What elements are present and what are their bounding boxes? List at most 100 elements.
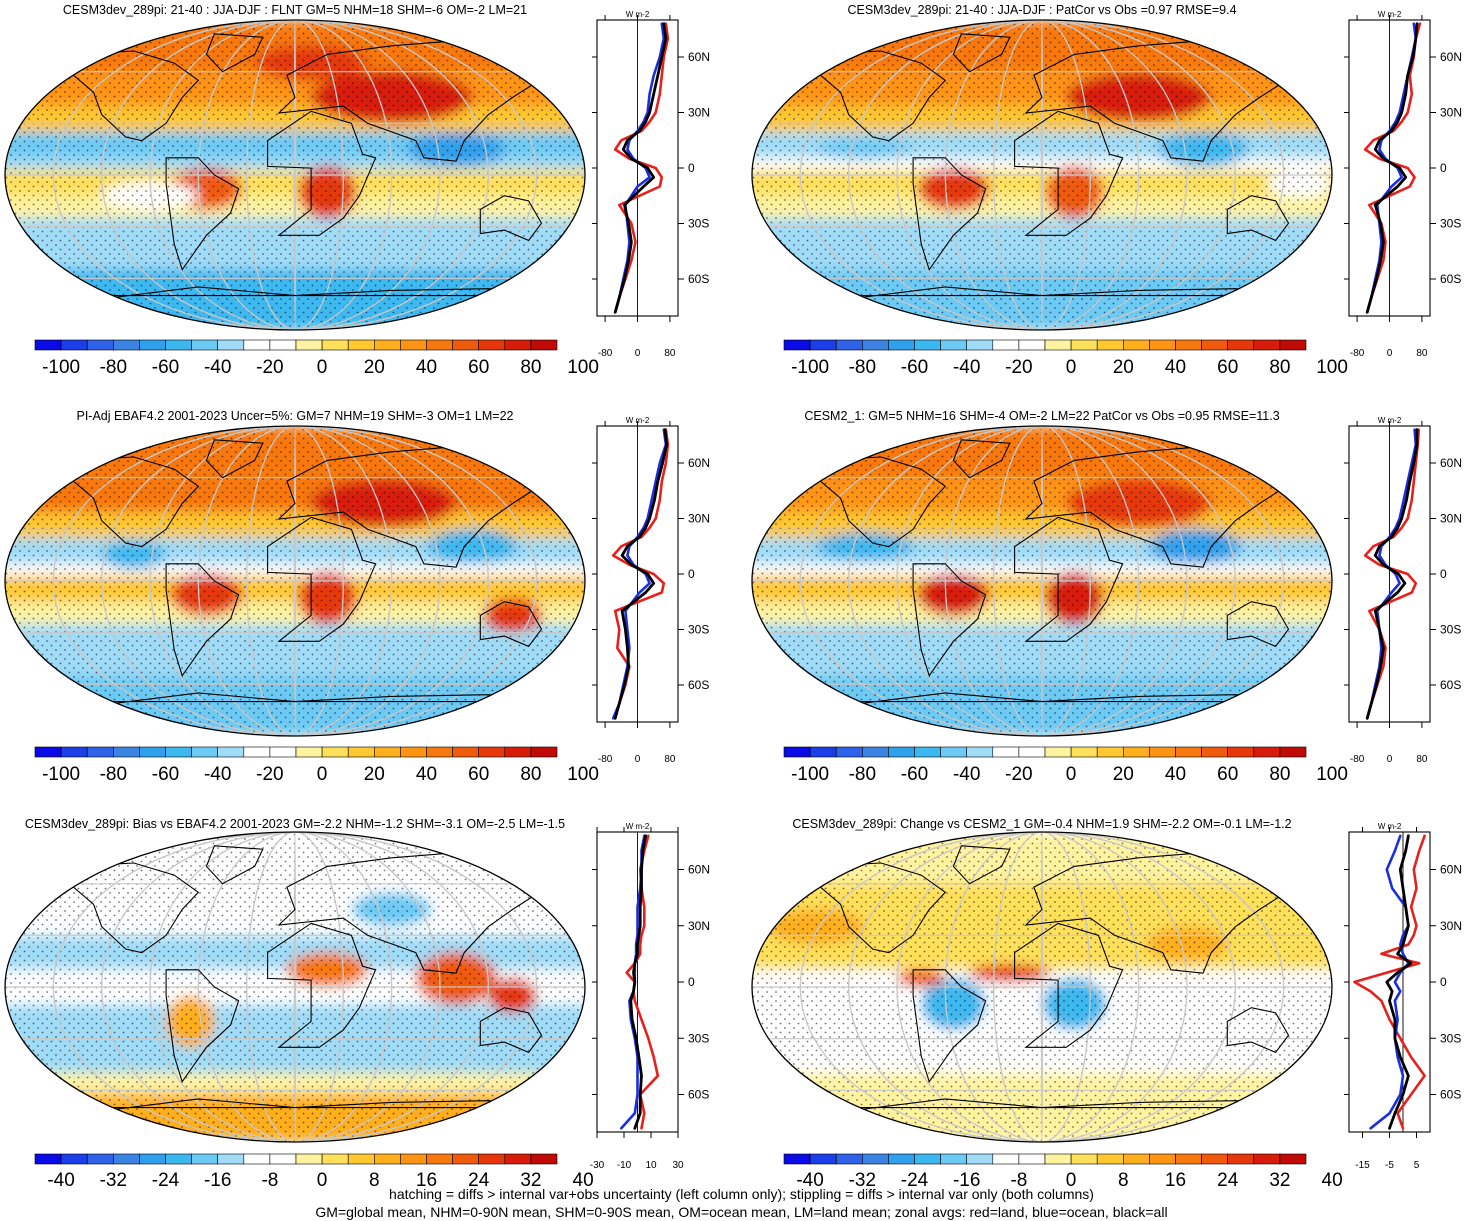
- panel-title: PI-Adj EBAF4.2 2001-2023 Uncer=5%: GM=7 …: [76, 409, 513, 423]
- lat-tick-label: 0: [1440, 567, 1447, 581]
- colorbar-label: 40: [1165, 357, 1186, 378]
- colorbar-label: 16: [1165, 1170, 1186, 1191]
- colorbar-segment: [1018, 746, 1046, 758]
- colorbar-segment: [34, 746, 62, 758]
- continent-outline: [267, 110, 377, 236]
- continent-outline: [776, 862, 947, 954]
- colorbar-label: -40: [204, 764, 231, 785]
- continent-outline: [277, 852, 571, 974]
- units-label: W m-2: [1378, 416, 1402, 425]
- colorbar-segment: [347, 1153, 375, 1165]
- graticule-lon: [149, 426, 441, 736]
- lat-tick-label: 30S: [1440, 1031, 1461, 1045]
- continent-outline: [165, 157, 240, 271]
- colorbar: -100 -80 -60 -40 -20 0 20 40 60 80 100: [34, 746, 599, 785]
- continent-outline: [776, 50, 947, 142]
- colorbar-label: 40: [416, 764, 437, 785]
- graticule-lon: [799, 426, 1285, 736]
- colorbar-label: -80: [849, 357, 876, 378]
- graticule: [5, 832, 585, 1142]
- continent-outline: [205, 845, 264, 885]
- colorbar: -40 -32 -24 -16 -8 0 8 16 24 32 40: [783, 1153, 1343, 1191]
- continent-outline: [952, 33, 1011, 73]
- colorbar-segment: [217, 1153, 245, 1165]
- colorbar-segment: [1149, 1153, 1176, 1165]
- colorbar-segment: [478, 339, 506, 351]
- units-label: W m-2: [626, 822, 650, 831]
- lat-tick-label: 0: [1440, 975, 1447, 989]
- map-field: [5, 20, 585, 330]
- units-label: W m-2: [1378, 822, 1402, 831]
- colorbar-segment: [1070, 746, 1098, 758]
- colorbar-label: -60: [152, 357, 179, 378]
- lat-tick-label: 30N: [688, 106, 710, 120]
- continent-outline: [1024, 40, 1318, 162]
- continent-outline: [776, 456, 947, 548]
- colorbar-segment: [139, 339, 166, 351]
- graticule-lon: [896, 20, 1188, 330]
- lat-tick-label: 0: [688, 161, 695, 175]
- continent-outline: [952, 845, 1011, 885]
- colorbar-segment: [504, 1153, 532, 1165]
- colorbar-segment: [165, 746, 192, 758]
- colorbar-label: -8: [1010, 1170, 1027, 1191]
- colorbar-segment: [1044, 339, 1072, 351]
- graticule-lon: [101, 426, 489, 736]
- x-tick-label: 0: [1387, 348, 1393, 359]
- colorbar-segment: [1227, 746, 1255, 758]
- zonal-mean-plot: W m-2 60N 30N 0 30S 60S -30 -10 10 30: [590, 822, 710, 1171]
- x-tick-label: 10: [645, 1160, 657, 1171]
- colorbar-segment: [1201, 339, 1228, 351]
- colorbar-label: -40: [47, 1170, 74, 1191]
- map-border: [751, 425, 1333, 737]
- colorbar-segment: [1096, 1153, 1124, 1165]
- graticule-lon: [293, 426, 297, 736]
- colorbar-segment: [1253, 746, 1281, 758]
- colorbar-segment: [861, 1153, 889, 1165]
- colorbar-segment: [139, 1153, 166, 1165]
- colorbar-label: -40: [953, 764, 980, 785]
- graticule-lon: [246, 832, 344, 1142]
- colorbar-segment: [347, 746, 375, 758]
- x-tick-label: 0: [635, 348, 641, 359]
- graticule-lon: [52, 832, 538, 1142]
- continent-outline: [1226, 601, 1290, 648]
- graticule-lon: [944, 20, 1140, 330]
- x-tick-label: 80: [1416, 348, 1428, 359]
- coastlines: [5, 439, 585, 706]
- x-tick-label: -80: [598, 348, 613, 359]
- map-border: [4, 19, 586, 331]
- panel-title: CESM3dev_289pi: Bias vs EBAF4.2 2001-202…: [25, 817, 565, 831]
- colorbar-segment: [1018, 339, 1046, 351]
- colorbar-segment: [191, 746, 219, 758]
- graticule-lon: [293, 832, 297, 1142]
- lat-tick-label: 30N: [688, 512, 710, 526]
- colorbar-label: -20: [256, 357, 283, 378]
- map-field: [752, 426, 1332, 736]
- map-field: [5, 426, 585, 736]
- lat-tick-label: 60N: [1440, 863, 1462, 877]
- colorbar-segment: [373, 339, 401, 351]
- colorbar-label: -8: [261, 1170, 278, 1191]
- continent-outline: [1014, 516, 1124, 642]
- colorbar-segment: [191, 339, 219, 351]
- graticule-lon: [799, 20, 1285, 330]
- continent-outline: [277, 40, 571, 162]
- colorbar-segment: [1175, 339, 1202, 351]
- colorbar-label: 100: [567, 357, 599, 378]
- colorbar-label: -60: [152, 764, 179, 785]
- continent-outline: [29, 456, 200, 548]
- colorbar-segment: [530, 746, 558, 758]
- colorbar-segment: [373, 1153, 401, 1165]
- graticule-lon: [149, 832, 441, 1142]
- units-label: W m-2: [626, 416, 650, 425]
- graticule-lon: [944, 426, 1140, 736]
- panel-p5: CESM3dev_289pi: Bias vs EBAF4.2 2001-202…: [4, 817, 710, 1191]
- colorbar-segment: [809, 339, 837, 351]
- lat-tick-label: 30N: [688, 919, 710, 933]
- zonal-mean-plot: W m-2 60N 30N 0 30S 60S -15 -5 5: [1344, 822, 1462, 1171]
- graticule-lon: [246, 20, 344, 330]
- continent-outline: [29, 862, 200, 954]
- colorbar-segment: [60, 339, 88, 351]
- colorbar-label: 32: [520, 1170, 541, 1191]
